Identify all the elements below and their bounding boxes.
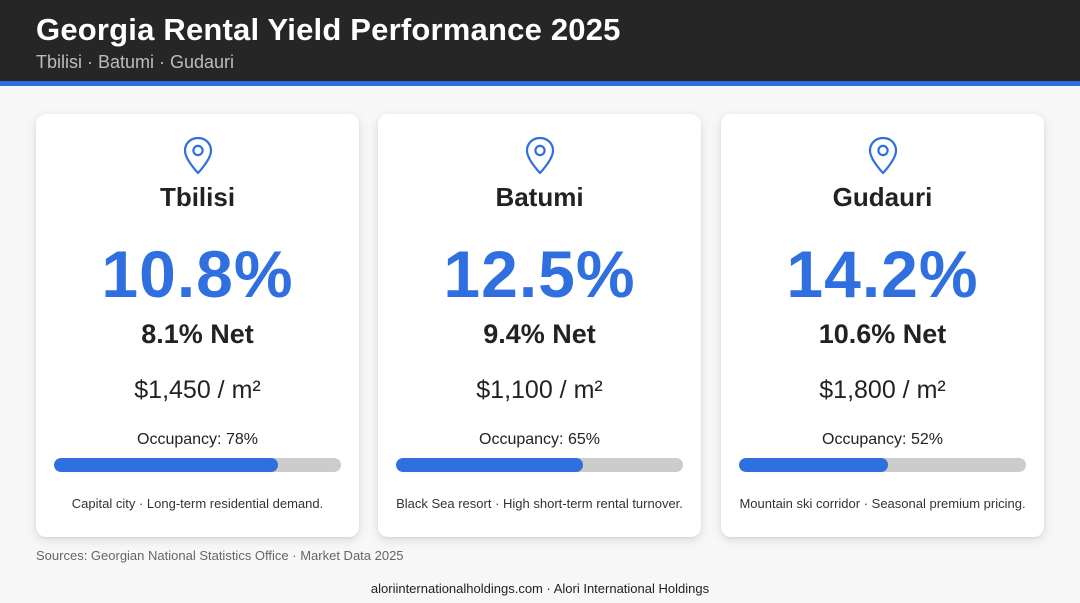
gross-yield: 12.5% [443, 237, 636, 311]
gross-yield: 10.8% [101, 237, 294, 311]
city-note: Capital city · Long-term residential dem… [71, 496, 324, 511]
city-card-gudauri: Gudauri 14.2% 10.6% Net $1,800 / m² Occu… [721, 114, 1044, 537]
occupancy-bar [739, 458, 1026, 472]
price-per-sqm: $1,800 / m² [819, 376, 946, 404]
occupancy-label: Occupancy: 52% [822, 431, 943, 448]
map-pin-icon [868, 136, 898, 175]
page-subtitle: Tbilisi · Batumi · Gudauri [36, 52, 235, 72]
occupancy-label: Occupancy: 65% [479, 431, 600, 448]
footer-credit: aloriinternationalholdings.com · Alori I… [370, 581, 710, 596]
occupancy-bar-fill [739, 458, 889, 472]
map-pin-icon [525, 136, 555, 175]
occupancy-bar-fill [54, 458, 278, 472]
occupancy-bar-fill [396, 458, 583, 472]
city-note: Mountain ski corridor · Seasonal premium… [739, 496, 1026, 511]
occupancy-bar [54, 458, 341, 472]
occupancy-label: Occupancy: 78% [137, 431, 258, 448]
city-card-batumi: Batumi 12.5% 9.4% Net $1,100 / m² Occupa… [378, 114, 701, 537]
price-per-sqm: $1,450 / m² [134, 376, 261, 404]
price-per-sqm: $1,100 / m² [476, 376, 603, 404]
net-yield: 10.6% Net [818, 319, 947, 349]
city-name: Batumi [495, 182, 584, 212]
gross-yield: 14.2% [786, 237, 979, 311]
map-pin-icon [183, 136, 213, 175]
occupancy-bar [396, 458, 683, 472]
city-name: Tbilisi [159, 182, 236, 212]
sources-note: Sources: Georgian National Statistics Of… [36, 548, 404, 563]
city-note: Black Sea resort · High short-term renta… [396, 496, 683, 511]
page-title: Georgia Rental Yield Performance 2025 [36, 12, 621, 47]
city-card-tbilisi: Tbilisi 10.8% 8.1% Net $1,450 / m² Occup… [36, 114, 359, 537]
net-yield: 8.1% Net [141, 319, 254, 349]
city-name: Gudauri [832, 182, 933, 212]
net-yield: 9.4% Net [483, 319, 596, 349]
header-banner: Georgia Rental Yield Performance 2025 Tb… [0, 0, 1080, 86]
